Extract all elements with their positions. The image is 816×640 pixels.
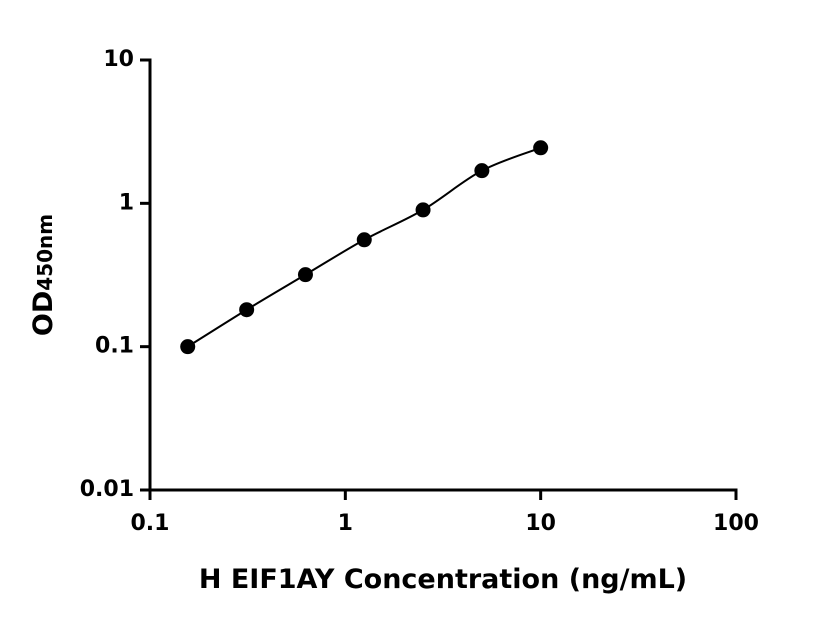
data-point [474, 163, 490, 179]
x-tick-label: 0.1 [131, 511, 170, 536]
data-point [180, 339, 196, 355]
y-tick-label: 1 [119, 190, 134, 215]
data-point [533, 140, 549, 156]
y-axis-title-subscript: 450nm [33, 214, 57, 291]
y-tick-label: 0.01 [80, 477, 134, 502]
y-axis-title: OD450nm [28, 214, 59, 336]
y-tick-label: 10 [103, 47, 134, 72]
x-tick-label: 1 [338, 511, 353, 536]
x-tick-label: 100 [713, 511, 759, 536]
data-point [356, 232, 372, 248]
y-tick-label: 0.1 [95, 334, 134, 359]
x-tick-label: 10 [525, 511, 556, 536]
data-point [239, 302, 255, 318]
data-point [297, 267, 313, 283]
y-axis-title-main: OD [28, 291, 59, 336]
x-axis-title: H EIF1AY Concentration (ng/mL) [199, 564, 687, 595]
data-point [415, 202, 431, 218]
